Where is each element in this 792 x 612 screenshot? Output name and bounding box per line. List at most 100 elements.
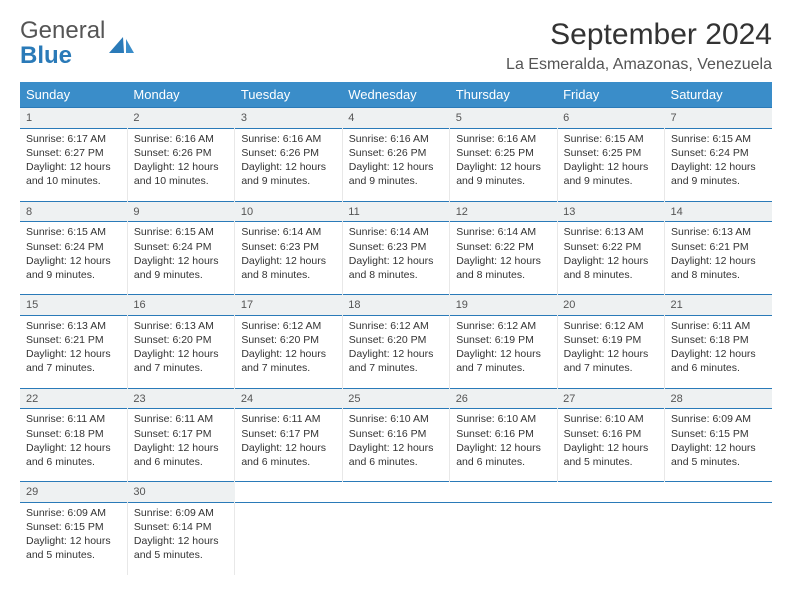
day-cell: Sunrise: 6:10 AMSunset: 6:16 PMDaylight:… bbox=[450, 409, 557, 482]
day-cell: Sunrise: 6:15 AMSunset: 6:24 PMDaylight:… bbox=[20, 222, 127, 295]
day-cell: Sunrise: 6:09 AMSunset: 6:15 PMDaylight:… bbox=[20, 502, 127, 574]
sunset-text: Sunset: 6:24 PM bbox=[26, 240, 121, 254]
daylight-line2: and 6 minutes. bbox=[26, 455, 121, 469]
sunset-text: Sunset: 6:25 PM bbox=[456, 146, 550, 160]
daylight-line2: and 8 minutes. bbox=[241, 268, 335, 282]
day-cell: Sunrise: 6:14 AMSunset: 6:23 PMDaylight:… bbox=[342, 222, 449, 295]
day-cell: Sunrise: 6:14 AMSunset: 6:23 PMDaylight:… bbox=[235, 222, 342, 295]
daylight-line2: and 8 minutes. bbox=[456, 268, 550, 282]
daylight-line2: and 7 minutes. bbox=[349, 361, 443, 375]
daylight-line1: Daylight: 12 hours bbox=[456, 441, 550, 455]
sunset-text: Sunset: 6:26 PM bbox=[134, 146, 228, 160]
daylight-line1: Daylight: 12 hours bbox=[241, 441, 335, 455]
weekday-header: Saturday bbox=[665, 82, 772, 108]
daynum-row: 891011121314 bbox=[20, 201, 772, 222]
daylight-line1: Daylight: 12 hours bbox=[26, 254, 121, 268]
day-number: 19 bbox=[450, 295, 557, 316]
day-number: 30 bbox=[127, 482, 234, 503]
sunset-text: Sunset: 6:23 PM bbox=[349, 240, 443, 254]
daylight-line2: and 9 minutes. bbox=[241, 174, 335, 188]
sunset-text: Sunset: 6:23 PM bbox=[241, 240, 335, 254]
day-number: 28 bbox=[665, 388, 772, 409]
header: General Blue September 2024 La Esmeralda… bbox=[20, 18, 772, 74]
sunset-text: Sunset: 6:15 PM bbox=[26, 520, 121, 534]
sunset-text: Sunset: 6:21 PM bbox=[26, 333, 121, 347]
sunrise-text: Sunrise: 6:15 AM bbox=[671, 132, 766, 146]
daylight-line2: and 8 minutes. bbox=[564, 268, 658, 282]
sunset-text: Sunset: 6:16 PM bbox=[349, 427, 443, 441]
day-number: 24 bbox=[235, 388, 342, 409]
weekday-header: Wednesday bbox=[342, 82, 449, 108]
daylight-line2: and 9 minutes. bbox=[134, 268, 228, 282]
day-number: 12 bbox=[450, 201, 557, 222]
sunrise-text: Sunrise: 6:13 AM bbox=[564, 225, 658, 239]
daylight-line2: and 7 minutes. bbox=[456, 361, 550, 375]
daylight-line1: Daylight: 12 hours bbox=[349, 347, 443, 361]
day-cell: Sunrise: 6:11 AMSunset: 6:17 PMDaylight:… bbox=[235, 409, 342, 482]
daylight-line1: Daylight: 12 hours bbox=[241, 160, 335, 174]
day-cell: Sunrise: 6:13 AMSunset: 6:21 PMDaylight:… bbox=[20, 315, 127, 388]
daylight-line2: and 7 minutes. bbox=[241, 361, 335, 375]
sunrise-text: Sunrise: 6:10 AM bbox=[564, 412, 658, 426]
day-number: 25 bbox=[342, 388, 449, 409]
day-cell: Sunrise: 6:16 AMSunset: 6:26 PMDaylight:… bbox=[235, 128, 342, 201]
brand-sail-icon bbox=[109, 35, 135, 55]
day-number: 23 bbox=[127, 388, 234, 409]
daylight-line1: Daylight: 12 hours bbox=[456, 160, 550, 174]
day-number: 29 bbox=[20, 482, 127, 503]
daylight-line2: and 8 minutes. bbox=[349, 268, 443, 282]
day-number: 15 bbox=[20, 295, 127, 316]
daylight-line1: Daylight: 12 hours bbox=[26, 441, 121, 455]
day-number: 9 bbox=[127, 201, 234, 222]
sunrise-text: Sunrise: 6:12 AM bbox=[456, 319, 550, 333]
day-cell: Sunrise: 6:16 AMSunset: 6:26 PMDaylight:… bbox=[342, 128, 449, 201]
sunrise-text: Sunrise: 6:12 AM bbox=[349, 319, 443, 333]
sunset-text: Sunset: 6:22 PM bbox=[456, 240, 550, 254]
sunset-text: Sunset: 6:14 PM bbox=[134, 520, 228, 534]
sunset-text: Sunset: 6:16 PM bbox=[564, 427, 658, 441]
day-number: 5 bbox=[450, 108, 557, 129]
daylight-line1: Daylight: 12 hours bbox=[134, 347, 228, 361]
daylight-line1: Daylight: 12 hours bbox=[26, 347, 121, 361]
sunrise-text: Sunrise: 6:13 AM bbox=[671, 225, 766, 239]
day-cell: Sunrise: 6:15 AMSunset: 6:24 PMDaylight:… bbox=[665, 128, 772, 201]
sunset-text: Sunset: 6:25 PM bbox=[564, 146, 658, 160]
data-row: Sunrise: 6:11 AMSunset: 6:18 PMDaylight:… bbox=[20, 409, 772, 482]
day-cell: Sunrise: 6:13 AMSunset: 6:21 PMDaylight:… bbox=[665, 222, 772, 295]
daylight-line1: Daylight: 12 hours bbox=[349, 441, 443, 455]
brand-word2: Blue bbox=[20, 42, 72, 69]
daylight-line1: Daylight: 12 hours bbox=[456, 347, 550, 361]
sunset-text: Sunset: 6:20 PM bbox=[241, 333, 335, 347]
daynum-row: 22232425262728 bbox=[20, 388, 772, 409]
daylight-line1: Daylight: 12 hours bbox=[671, 347, 766, 361]
daylight-line1: Daylight: 12 hours bbox=[456, 254, 550, 268]
sunrise-text: Sunrise: 6:09 AM bbox=[671, 412, 766, 426]
daylight-line1: Daylight: 12 hours bbox=[26, 534, 121, 548]
daylight-line2: and 9 minutes. bbox=[456, 174, 550, 188]
day-number: 2 bbox=[127, 108, 234, 129]
sunset-text: Sunset: 6:17 PM bbox=[241, 427, 335, 441]
sunrise-text: Sunrise: 6:14 AM bbox=[456, 225, 550, 239]
day-number bbox=[557, 482, 664, 503]
sunrise-text: Sunrise: 6:16 AM bbox=[349, 132, 443, 146]
sunrise-text: Sunrise: 6:10 AM bbox=[456, 412, 550, 426]
sunset-text: Sunset: 6:26 PM bbox=[349, 146, 443, 160]
day-number bbox=[665, 482, 772, 503]
sunrise-text: Sunrise: 6:15 AM bbox=[134, 225, 228, 239]
day-number: 18 bbox=[342, 295, 449, 316]
sunrise-text: Sunrise: 6:13 AM bbox=[26, 319, 121, 333]
sunset-text: Sunset: 6:19 PM bbox=[564, 333, 658, 347]
daylight-line1: Daylight: 12 hours bbox=[564, 254, 658, 268]
sunrise-text: Sunrise: 6:17 AM bbox=[26, 132, 121, 146]
day-number: 14 bbox=[665, 201, 772, 222]
day-cell: Sunrise: 6:16 AMSunset: 6:26 PMDaylight:… bbox=[127, 128, 234, 201]
sunrise-text: Sunrise: 6:11 AM bbox=[671, 319, 766, 333]
weekday-header: Sunday bbox=[20, 82, 127, 108]
day-number bbox=[342, 482, 449, 503]
sunrise-text: Sunrise: 6:16 AM bbox=[456, 132, 550, 146]
sunset-text: Sunset: 6:18 PM bbox=[26, 427, 121, 441]
sunrise-text: Sunrise: 6:12 AM bbox=[241, 319, 335, 333]
day-number: 13 bbox=[557, 201, 664, 222]
daynum-row: 2930 bbox=[20, 482, 772, 503]
day-cell: Sunrise: 6:15 AMSunset: 6:25 PMDaylight:… bbox=[557, 128, 664, 201]
